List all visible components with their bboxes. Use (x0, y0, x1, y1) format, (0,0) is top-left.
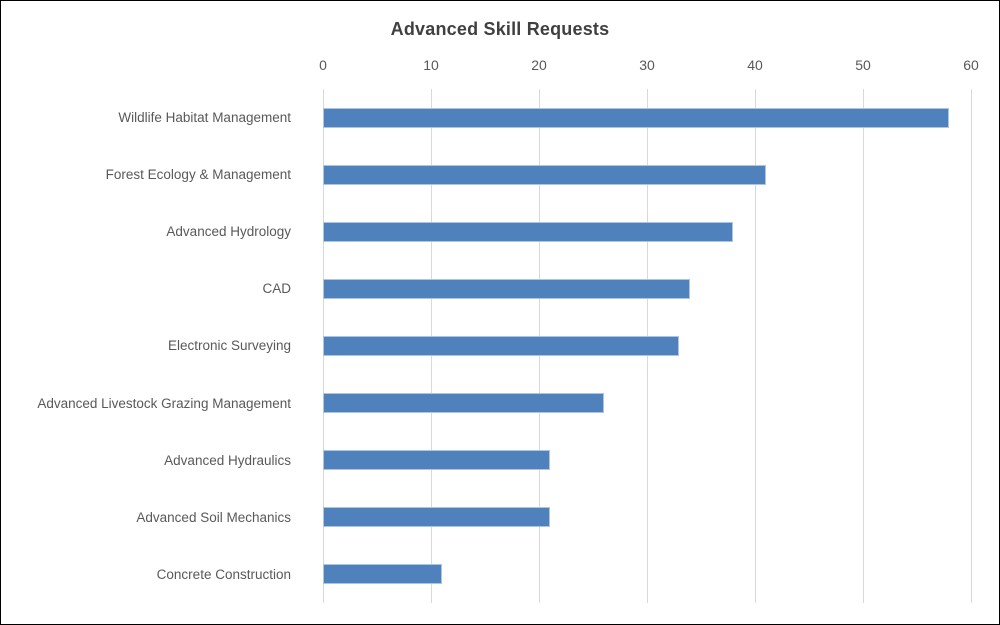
bar (323, 450, 550, 471)
x-tick-label: 60 (963, 57, 979, 73)
bar (323, 507, 550, 528)
bar-row (323, 89, 971, 146)
x-tick-label: 0 (319, 57, 327, 73)
chart-title: Advanced Skill Requests (390, 19, 610, 39)
x-tick-label: 40 (747, 57, 763, 73)
category-label: Advanced Livestock Grazing Management (37, 395, 291, 411)
bar-row (323, 203, 971, 260)
gridline (755, 89, 756, 603)
x-tick-label: 20 (531, 57, 547, 73)
category-axis: Wildlife Habitat Management Forest Ecolog… (1, 89, 307, 603)
gridline (863, 89, 864, 603)
bar (323, 164, 766, 185)
bar (323, 335, 680, 356)
category-label: Wildlife Habitat Management (118, 110, 291, 126)
bar (323, 278, 691, 299)
category-label: Advanced Hydraulics (164, 452, 291, 468)
x-tick-label: 30 (639, 57, 655, 73)
x-tick-label: 50 (855, 57, 871, 73)
bar-row (323, 146, 971, 203)
bar-row (323, 260, 971, 317)
bar (323, 393, 604, 414)
bar-row (323, 432, 971, 489)
bar-row (323, 375, 971, 432)
category-label: Advanced Hydrology (166, 224, 291, 240)
bar (323, 107, 950, 128)
bar-row (323, 317, 971, 374)
bar (323, 564, 442, 585)
bar-row (323, 546, 971, 603)
category-label: Electronic Surveying (167, 338, 291, 354)
x-tick-label: 10 (423, 57, 439, 73)
bar-row (323, 489, 971, 546)
category-label: Advanced Soil Mechanics (136, 509, 291, 525)
category-label: Forest Ecology & Management (105, 167, 291, 183)
category-label: CAD (262, 281, 291, 297)
category-label: Concrete Construction (156, 566, 291, 582)
gridline (971, 89, 972, 603)
bar (323, 221, 734, 242)
plot-area (323, 89, 971, 603)
